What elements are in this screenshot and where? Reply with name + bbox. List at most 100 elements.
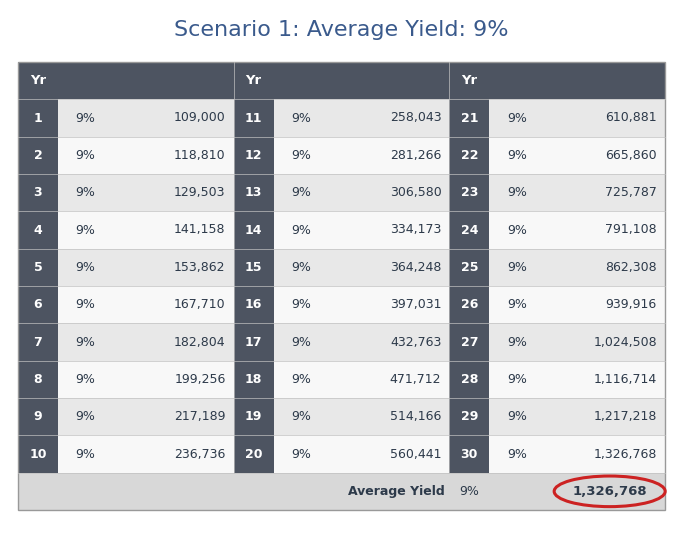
Bar: [234, 286, 273, 323]
Bar: [58, 174, 234, 211]
Bar: [234, 211, 273, 249]
Text: 30: 30: [460, 447, 478, 460]
Bar: [449, 99, 489, 137]
Bar: [18, 137, 58, 174]
Text: 11: 11: [245, 112, 263, 124]
Bar: [58, 360, 234, 398]
Text: 1,326,768: 1,326,768: [572, 485, 647, 498]
Bar: [234, 435, 273, 473]
Text: 12: 12: [245, 149, 263, 162]
Bar: [234, 360, 273, 398]
Bar: [449, 360, 489, 398]
Text: 9%: 9%: [291, 186, 311, 199]
Bar: [58, 249, 234, 286]
Bar: [273, 211, 449, 249]
Text: 397,031: 397,031: [390, 298, 441, 311]
Text: 29: 29: [460, 410, 478, 423]
Text: 9%: 9%: [76, 447, 95, 460]
Text: 118,810: 118,810: [174, 149, 226, 162]
Text: 13: 13: [245, 186, 263, 199]
Bar: [234, 323, 273, 360]
Text: 9%: 9%: [76, 410, 95, 423]
Bar: [18, 249, 58, 286]
Text: 9%: 9%: [507, 112, 527, 124]
Text: 514,166: 514,166: [390, 410, 441, 423]
Text: 3: 3: [33, 186, 42, 199]
Text: Yr: Yr: [246, 74, 262, 87]
Text: 862,308: 862,308: [606, 261, 657, 274]
Bar: [489, 360, 665, 398]
Bar: [449, 435, 489, 473]
Text: 182,804: 182,804: [174, 335, 226, 349]
Text: 5: 5: [33, 261, 42, 274]
Text: 7: 7: [33, 335, 42, 349]
Text: 9%: 9%: [291, 373, 311, 386]
Bar: [58, 137, 234, 174]
Text: 17: 17: [245, 335, 263, 349]
Bar: [58, 99, 234, 137]
Bar: [273, 249, 449, 286]
Text: 217,189: 217,189: [174, 410, 226, 423]
Bar: [273, 435, 449, 473]
Bar: [18, 398, 58, 435]
Text: 1: 1: [33, 112, 42, 124]
Bar: [234, 137, 273, 174]
Text: 1,116,714: 1,116,714: [594, 373, 657, 386]
Text: 364,248: 364,248: [390, 261, 441, 274]
Text: 791,108: 791,108: [606, 224, 657, 237]
Text: 9%: 9%: [507, 224, 527, 237]
Text: 18: 18: [245, 373, 263, 386]
Bar: [18, 99, 58, 137]
Bar: [449, 398, 489, 435]
Text: 9%: 9%: [507, 149, 527, 162]
Bar: [449, 323, 489, 360]
Bar: [18, 286, 58, 323]
Text: 19: 19: [245, 410, 263, 423]
Text: 9%: 9%: [76, 373, 95, 386]
Bar: [58, 211, 234, 249]
Bar: [58, 286, 234, 323]
Text: Yr: Yr: [30, 74, 46, 87]
Bar: [273, 137, 449, 174]
Text: 9%: 9%: [291, 224, 311, 237]
Text: Scenario 1: Average Yield: 9%: Scenario 1: Average Yield: 9%: [174, 20, 508, 40]
Text: 199,256: 199,256: [175, 373, 226, 386]
Bar: [489, 286, 665, 323]
Text: 1,326,768: 1,326,768: [593, 447, 657, 460]
Text: 9%: 9%: [291, 447, 311, 460]
Bar: [18, 323, 58, 360]
Text: 25: 25: [460, 261, 478, 274]
Text: 432,763: 432,763: [390, 335, 441, 349]
Text: 20: 20: [245, 447, 263, 460]
Text: 9%: 9%: [291, 112, 311, 124]
Bar: [489, 398, 665, 435]
Text: 9%: 9%: [291, 149, 311, 162]
Text: 26: 26: [460, 298, 478, 311]
Bar: [58, 323, 234, 360]
Bar: [489, 249, 665, 286]
Text: 109,000: 109,000: [174, 112, 226, 124]
Text: 9%: 9%: [460, 485, 479, 498]
Bar: [18, 174, 58, 211]
Text: 129,503: 129,503: [174, 186, 226, 199]
Bar: [449, 137, 489, 174]
Bar: [489, 435, 665, 473]
Bar: [273, 99, 449, 137]
Bar: [273, 398, 449, 435]
Bar: [234, 174, 273, 211]
Text: 9%: 9%: [291, 261, 311, 274]
Text: 471,712: 471,712: [390, 373, 441, 386]
Text: 16: 16: [245, 298, 263, 311]
Bar: [18, 62, 665, 510]
Bar: [489, 174, 665, 211]
Text: 21: 21: [460, 112, 478, 124]
Text: 27: 27: [460, 335, 478, 349]
Bar: [489, 99, 665, 137]
Text: 153,862: 153,862: [174, 261, 226, 274]
Text: 2: 2: [33, 149, 42, 162]
Bar: [489, 211, 665, 249]
Text: 28: 28: [460, 373, 478, 386]
Bar: [273, 323, 449, 360]
Bar: [449, 211, 489, 249]
Text: 9%: 9%: [76, 149, 95, 162]
